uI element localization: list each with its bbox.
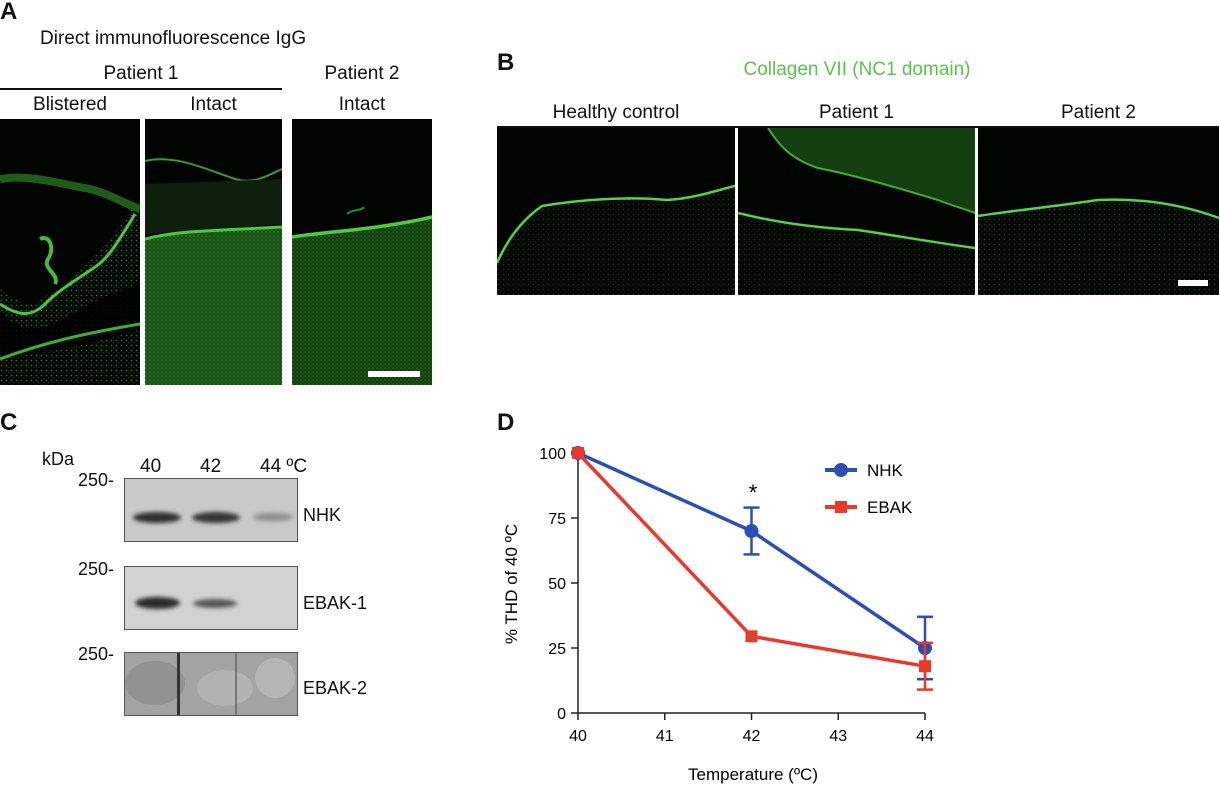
micrograph-b-healthy xyxy=(497,128,735,295)
y-tick-label: 100 xyxy=(539,446,566,463)
lane-label-40: 40 xyxy=(140,456,162,477)
data-point-nhk xyxy=(744,524,759,538)
x-tick-label: 43 xyxy=(829,728,847,745)
panel-label-a: A xyxy=(0,0,18,25)
panel-a-col2-label: Intact xyxy=(190,94,237,115)
y-axis-label: % THD of 40 ºC xyxy=(502,524,521,644)
data-point-ebak xyxy=(572,447,584,459)
micrograph-b-patient1 xyxy=(738,128,975,295)
marker-250-ebak1: 250- xyxy=(78,559,115,579)
lane-label-44: 44 ºC xyxy=(260,456,308,477)
x-tick-label: 40 xyxy=(569,728,587,745)
scale-bar-a xyxy=(368,371,420,377)
y-tick-label: 50 xyxy=(548,576,566,593)
micrograph-b-patient2 xyxy=(978,128,1219,295)
y-tick-label: 0 xyxy=(557,706,566,723)
legend-label-nhk: NHK xyxy=(867,461,904,480)
panel-b-col3-label: Patient 2 xyxy=(1061,102,1136,123)
blot-ebak2 xyxy=(124,652,298,716)
blot-nhk xyxy=(124,478,298,542)
x-axis-label: Temperature (ºC) xyxy=(688,765,818,784)
panel-b-col1-label: Healthy control xyxy=(552,102,680,123)
marker-250-nhk: 250- xyxy=(78,470,115,490)
legend-marker-nhk xyxy=(834,463,848,477)
panel-a-title: Direct immunofluorescence IgG xyxy=(40,28,307,49)
scale-bar-b xyxy=(1178,280,1208,286)
data-point-ebak xyxy=(745,630,758,643)
panel-label-c: C xyxy=(0,409,18,436)
legend-label-ebak: EBAK xyxy=(867,498,913,517)
micrograph-a-intact-p1 xyxy=(145,119,282,385)
panel-b-header-line xyxy=(497,126,1219,128)
blot-label-ebak2: EBAK-2 xyxy=(303,678,368,698)
x-tick-label: 41 xyxy=(656,728,674,745)
panel-label-b: B xyxy=(497,49,515,76)
micrograph-a-blistered xyxy=(0,119,140,385)
legend-marker-ebak xyxy=(835,501,847,513)
data-point-ebak xyxy=(919,660,931,673)
panel-b-col2-label: Patient 1 xyxy=(819,102,894,123)
panel-a-group2-label: Patient 2 xyxy=(324,63,400,84)
x-tick-label: 44 xyxy=(916,728,934,745)
lane-label-42: 42 xyxy=(200,456,222,477)
blot-label-ebak1: EBAK-1 xyxy=(303,593,368,613)
y-tick-label: 75 xyxy=(548,511,566,528)
y-tick-label: 25 xyxy=(548,641,566,658)
panel-b-title: Collagen VII (NC1 domain) xyxy=(743,59,971,80)
kda-label: kDa xyxy=(42,449,75,469)
significance-asterisk: * xyxy=(749,480,758,505)
chart-d: 0 25 50 75 100 40 41 42 43 44 * % THD of 40 ºC Te… xyxy=(502,446,934,784)
blot-ebak1 xyxy=(124,566,298,630)
micrograph-a-intact-p2 xyxy=(292,119,432,385)
panel-a-group1-label: Patient 1 xyxy=(103,63,179,84)
panel-a-group1-line xyxy=(0,88,282,90)
x-tick-label: 42 xyxy=(743,728,761,745)
panel-a-col1-label: Blistered xyxy=(33,94,107,115)
panel-label-d: D xyxy=(497,409,515,436)
chart-legend: NHK EBAK xyxy=(825,461,913,517)
panel-a-col3-label: Intact xyxy=(338,94,386,115)
marker-250-ebak2: 250- xyxy=(78,644,115,664)
blot-label-nhk: NHK xyxy=(303,505,342,525)
